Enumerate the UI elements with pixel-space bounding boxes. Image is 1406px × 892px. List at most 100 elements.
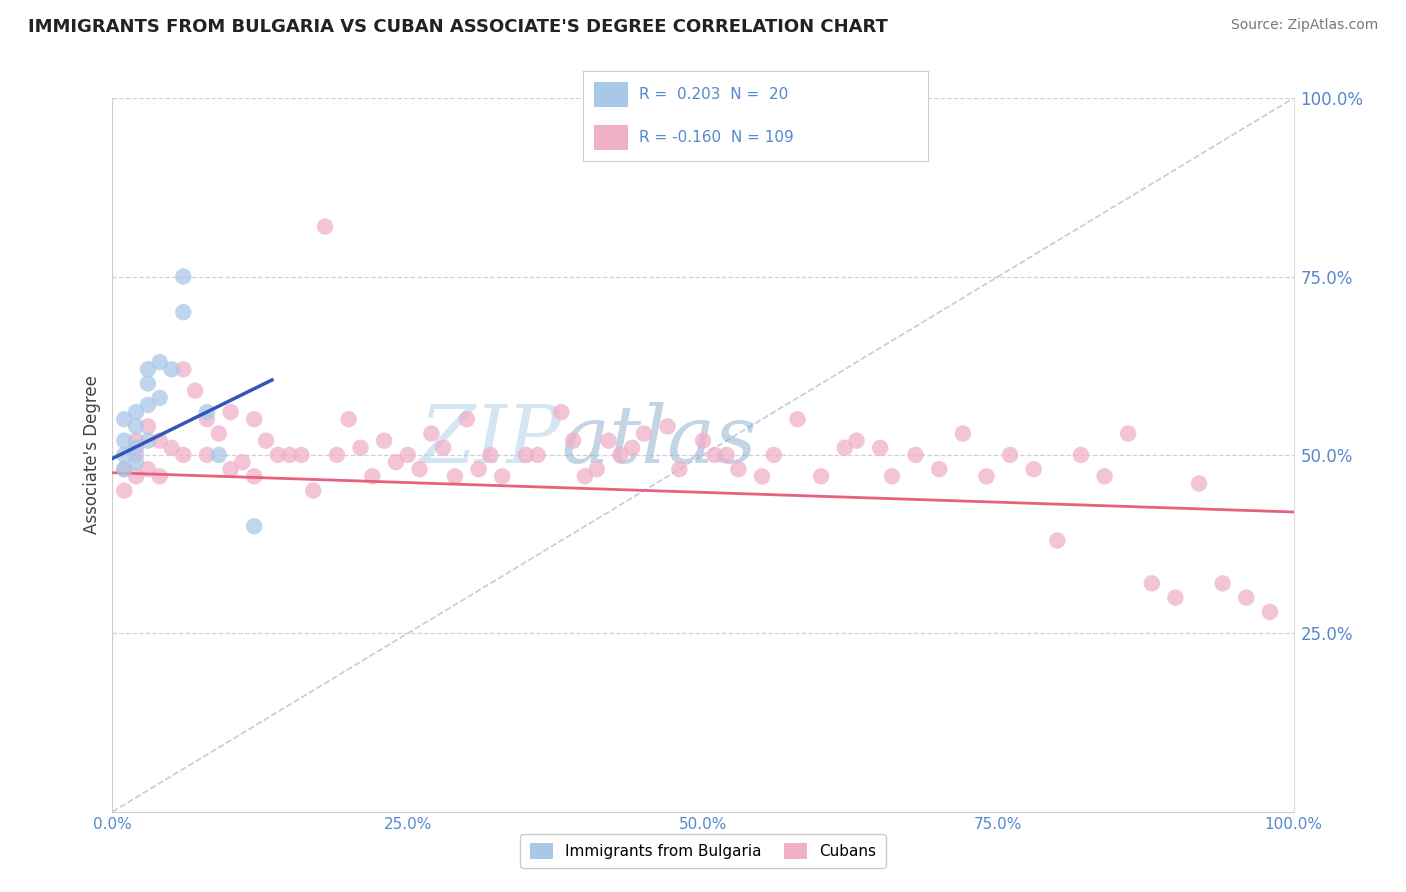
Point: [1140, 576, 1163, 591]
Point: [1022, 462, 1045, 476]
Point: [149, 434, 172, 448]
Point: [172, 269, 194, 284]
Point: [112, 412, 135, 426]
Point: [526, 448, 548, 462]
Point: [880, 469, 903, 483]
Point: [112, 462, 135, 476]
Point: [869, 441, 891, 455]
Point: [337, 412, 360, 426]
Point: [928, 462, 950, 476]
Point: [195, 405, 218, 419]
Point: [278, 448, 301, 462]
Point: [491, 469, 513, 483]
Point: [112, 448, 135, 462]
Text: IMMIGRANTS FROM BULGARIA VS CUBAN ASSOCIATE'S DEGREE CORRELATION CHART: IMMIGRANTS FROM BULGARIA VS CUBAN ASSOCI…: [28, 18, 889, 36]
Point: [692, 434, 714, 448]
Point: [172, 362, 194, 376]
Point: [515, 448, 537, 462]
Text: R = -0.160  N = 109: R = -0.160 N = 109: [638, 130, 793, 145]
Point: [1116, 426, 1139, 441]
Point: [243, 469, 266, 483]
Text: R =  0.203  N =  20: R = 0.203 N = 20: [638, 87, 787, 102]
Point: [703, 448, 725, 462]
Point: [136, 376, 159, 391]
Point: [385, 455, 408, 469]
Point: [125, 419, 148, 434]
Point: [716, 448, 738, 462]
Point: [727, 462, 749, 476]
Point: [195, 412, 218, 426]
Point: [834, 441, 856, 455]
Point: [1046, 533, 1069, 548]
Point: [254, 434, 277, 448]
Point: [976, 469, 998, 483]
Point: [1094, 469, 1116, 483]
Point: [231, 455, 253, 469]
Point: [657, 419, 679, 434]
Point: [267, 448, 290, 462]
Point: [208, 426, 231, 441]
Point: [998, 448, 1021, 462]
Point: [184, 384, 207, 398]
Point: [845, 434, 868, 448]
Legend: Immigrants from Bulgaria, Cubans: Immigrants from Bulgaria, Cubans: [520, 834, 886, 868]
Point: [349, 441, 371, 455]
Point: [1070, 448, 1092, 462]
Point: [160, 362, 183, 376]
Point: [208, 448, 231, 462]
Point: [326, 448, 349, 462]
Point: [125, 434, 148, 448]
Point: [112, 483, 135, 498]
Point: [243, 412, 266, 426]
Y-axis label: Associate's Degree: Associate's Degree: [83, 376, 101, 534]
Point: [550, 405, 572, 419]
Point: [762, 448, 785, 462]
Point: [574, 469, 596, 483]
Point: [195, 448, 218, 462]
Point: [1258, 605, 1281, 619]
Point: [621, 441, 644, 455]
Point: [136, 419, 159, 434]
Point: [243, 519, 266, 533]
Point: [136, 398, 159, 412]
Point: [420, 426, 443, 441]
Point: [585, 462, 607, 476]
Bar: [593, 125, 628, 150]
Point: [609, 448, 631, 462]
Point: [125, 469, 148, 483]
Point: [302, 483, 325, 498]
Point: [467, 462, 489, 476]
Point: [598, 434, 620, 448]
Point: [396, 448, 419, 462]
Point: [810, 469, 832, 483]
Point: [408, 462, 430, 476]
Point: [1234, 591, 1257, 605]
Point: [952, 426, 974, 441]
Point: [149, 391, 172, 405]
Point: [633, 426, 655, 441]
Point: [112, 434, 135, 448]
Point: [1212, 576, 1234, 591]
Point: [668, 462, 690, 476]
Point: [479, 448, 502, 462]
Point: [125, 441, 148, 455]
Point: [751, 469, 773, 483]
Text: atlas: atlas: [561, 402, 756, 479]
Point: [1164, 591, 1187, 605]
Point: [149, 355, 172, 369]
Point: [136, 462, 159, 476]
Point: [373, 434, 395, 448]
Point: [432, 441, 454, 455]
Point: [904, 448, 927, 462]
Text: Source: ZipAtlas.com: Source: ZipAtlas.com: [1230, 18, 1378, 32]
Point: [172, 305, 194, 319]
Point: [219, 405, 242, 419]
Point: [314, 219, 336, 234]
Bar: [593, 82, 628, 107]
Point: [136, 362, 159, 376]
Point: [456, 412, 478, 426]
Point: [562, 434, 585, 448]
Point: [149, 469, 172, 483]
Point: [172, 448, 194, 462]
Point: [290, 448, 312, 462]
